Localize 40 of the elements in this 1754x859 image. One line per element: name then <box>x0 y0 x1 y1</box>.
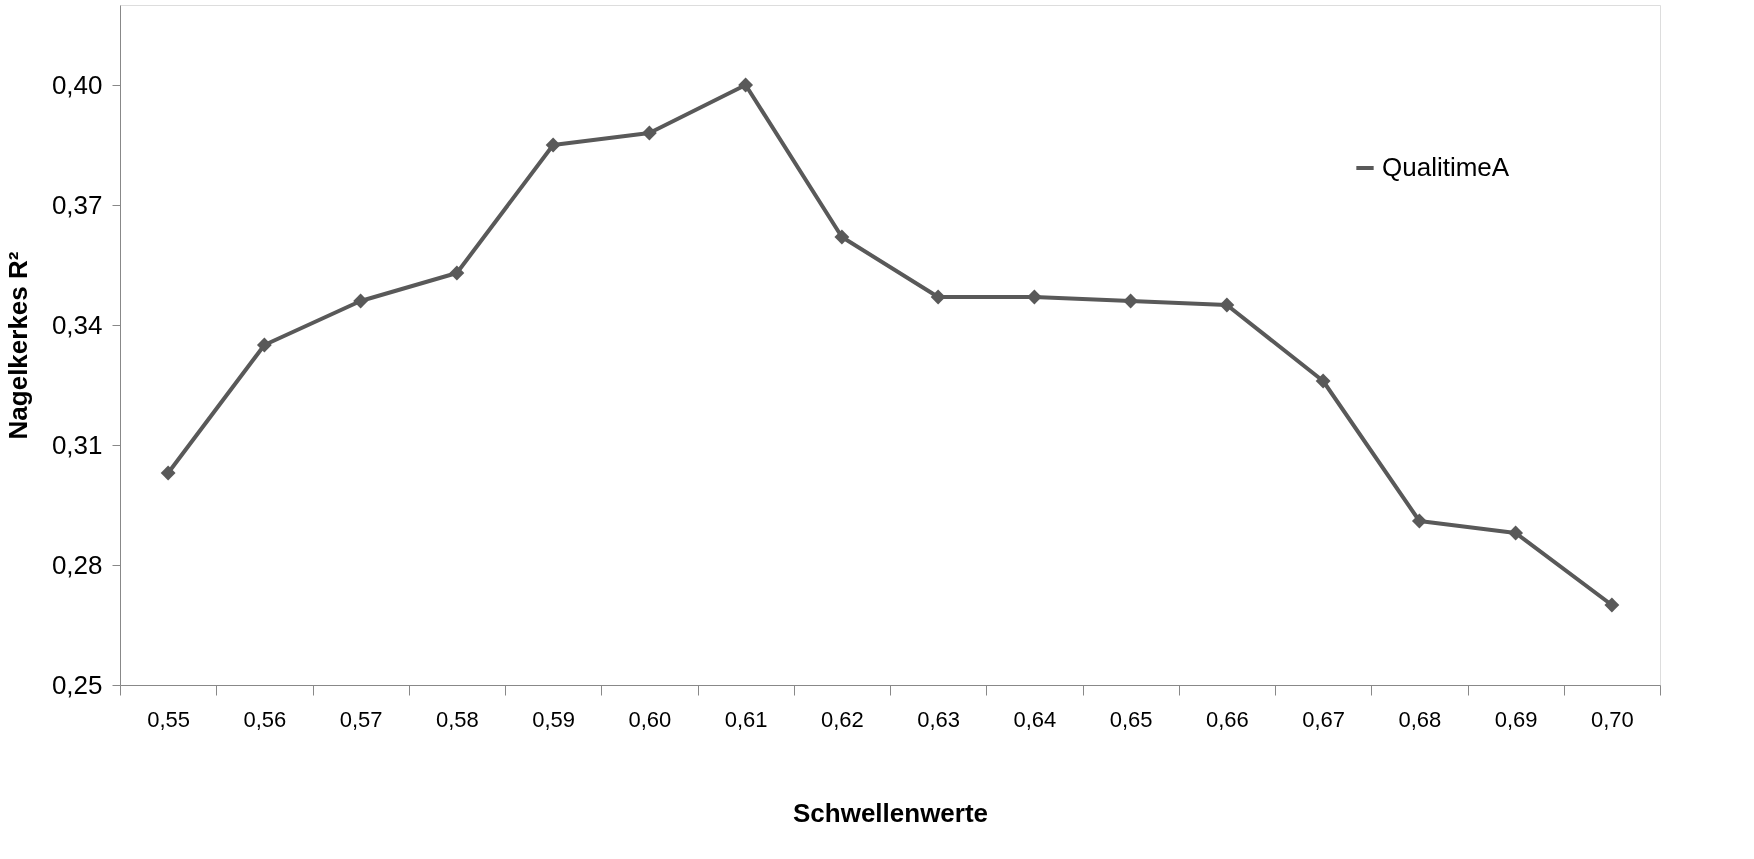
x-tick-label: 0,66 <box>1205 706 1249 732</box>
y-tick-label: 0,28 <box>51 549 103 580</box>
y-tick-label: 0,37 <box>51 189 103 220</box>
x-tick-label: 0,59 <box>532 706 576 732</box>
point <box>930 289 946 305</box>
y-axis-title: Nagelkerkes R² <box>2 251 33 440</box>
point <box>256 337 272 353</box>
point <box>1219 297 1235 313</box>
point <box>449 265 465 281</box>
x-tick-label: 0,61 <box>724 706 768 732</box>
y-tick-label: 0,34 <box>51 309 103 340</box>
x-tick-label: 0,60 <box>628 706 672 732</box>
point <box>1315 373 1331 389</box>
point <box>353 293 369 309</box>
x-tick-label: 0,64 <box>1013 706 1057 732</box>
point <box>160 465 176 481</box>
x-tick-label: 0,70 <box>1590 706 1634 732</box>
point <box>1411 513 1427 529</box>
x-tick-label: 0,58 <box>435 706 479 732</box>
x-tick-label: 0,69 <box>1494 706 1538 732</box>
point <box>738 77 754 93</box>
point <box>834 229 850 245</box>
point <box>1508 525 1524 541</box>
point <box>641 125 657 141</box>
x-tick-label: 0,55 <box>147 706 191 732</box>
x-tick-label: 0,68 <box>1398 706 1442 732</box>
y-tick-label: 0,40 <box>51 69 103 100</box>
point <box>545 137 561 153</box>
x-axis-title: Schwellenwerte <box>792 797 989 828</box>
x-tick-label: 0,56 <box>243 706 287 732</box>
x-tick-label: 0,63 <box>917 706 961 732</box>
x-tick-label: 0,62 <box>820 706 864 732</box>
point <box>1123 293 1139 309</box>
x-tick-label: 0,65 <box>1109 706 1153 732</box>
x-tick-label: 0,57 <box>339 706 383 732</box>
legend-label: QualitimeA <box>1382 152 1510 182</box>
x-tick-label: 0,67 <box>1302 706 1346 732</box>
y-tick-label: 0,31 <box>51 429 103 460</box>
y-tick-label: 0,25 <box>51 669 103 700</box>
point <box>1604 597 1620 613</box>
